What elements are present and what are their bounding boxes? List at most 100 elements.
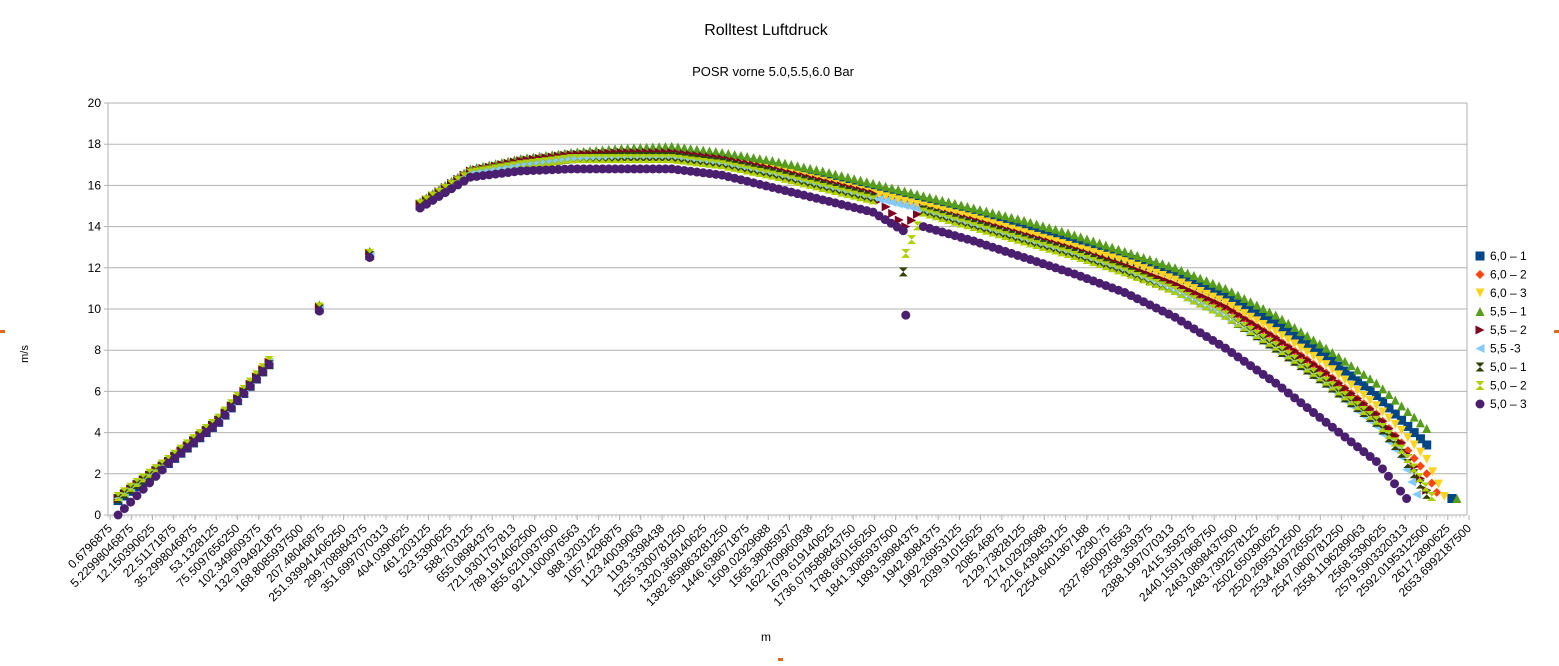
data-point <box>1308 351 1318 361</box>
data-point <box>868 195 878 205</box>
data-point <box>830 169 840 179</box>
data-point <box>585 154 595 164</box>
data-point <box>1051 224 1061 234</box>
data-point <box>1321 368 1331 378</box>
legend: 6,0 – 1 6,0 – 2 6,0 – 3 5,5 – 1 5,5 – 2 5,5 -… <box>1475 249 1527 411</box>
data-point <box>1170 285 1180 295</box>
data-point <box>742 152 752 162</box>
data-point <box>547 156 557 166</box>
data-point <box>1258 312 1268 322</box>
data-point <box>1359 447 1369 457</box>
data-point <box>805 179 815 189</box>
legend-marker <box>1475 325 1485 335</box>
legend-item: 5,5 – 1 <box>1475 305 1527 319</box>
resize-handle-bottom[interactable] <box>778 658 783 661</box>
data-point <box>245 381 255 391</box>
data-point <box>1183 292 1193 302</box>
data-point <box>610 154 620 164</box>
data-point <box>1390 419 1400 429</box>
data-point <box>1157 281 1167 291</box>
data-point <box>591 164 601 174</box>
data-point <box>1271 310 1281 320</box>
data-point <box>1227 295 1237 305</box>
data-point <box>1038 221 1048 231</box>
data-point <box>598 154 608 164</box>
data-point <box>755 168 765 178</box>
data-point <box>874 180 884 190</box>
data-point <box>1271 333 1281 343</box>
legend-item: 5,0 – 1 <box>1475 360 1527 374</box>
legend-marker <box>1475 344 1485 353</box>
data-point <box>1170 269 1180 279</box>
data-point <box>730 150 740 159</box>
y-tick-label: 18 <box>88 137 102 151</box>
data-point <box>1120 257 1130 267</box>
data-point <box>635 164 645 174</box>
data-point <box>1220 343 1230 353</box>
data-point <box>642 154 652 164</box>
data-point <box>1409 440 1419 450</box>
data-point <box>1359 369 1369 379</box>
data-point <box>1384 433 1394 443</box>
data-point <box>1271 318 1281 328</box>
data-point <box>1302 355 1312 365</box>
data-point <box>1246 317 1256 327</box>
data-point <box>730 162 740 172</box>
data-point <box>258 367 268 377</box>
data-point <box>901 248 911 258</box>
data-point <box>1327 373 1337 383</box>
data-point <box>1264 323 1274 333</box>
data-point <box>1195 273 1205 283</box>
legend-marker <box>1475 307 1485 316</box>
data-point <box>239 388 249 398</box>
data-point <box>1302 403 1312 413</box>
data-point <box>566 164 576 174</box>
legend-label: 5,5 – 2 <box>1490 323 1527 337</box>
data-point <box>1277 345 1287 355</box>
data-point <box>1377 464 1387 474</box>
data-point <box>251 374 261 384</box>
legend-marker <box>1475 362 1485 372</box>
data-point <box>1252 300 1262 310</box>
data-point <box>1239 322 1249 332</box>
data-point <box>1258 325 1268 335</box>
data-point <box>1277 337 1287 347</box>
data-point <box>824 168 834 178</box>
data-point <box>736 151 746 161</box>
plot-area <box>113 141 1462 520</box>
data-point <box>717 147 727 157</box>
data-point <box>723 148 733 158</box>
data-point <box>1202 301 1212 311</box>
data-point <box>818 182 828 192</box>
data-point <box>1371 391 1381 401</box>
data-point <box>774 172 784 182</box>
data-point <box>1271 378 1281 388</box>
data-point <box>811 181 821 191</box>
resize-handle-right[interactable] <box>1554 330 1559 333</box>
data-point <box>1227 301 1237 311</box>
data-point <box>226 403 236 413</box>
data-point <box>736 164 746 174</box>
data-point <box>1227 287 1237 297</box>
data-point <box>1132 272 1142 282</box>
y-axis: 0 2 4 6 8 10 12 14 16 18 20 <box>88 96 108 522</box>
y-tick-label: 12 <box>88 261 102 275</box>
data-point <box>1264 329 1274 339</box>
data-point <box>1220 298 1230 308</box>
resize-handle-left[interactable] <box>0 330 5 333</box>
data-point <box>1327 348 1337 358</box>
legend-item: 5,5 -3 <box>1475 342 1521 356</box>
data-point <box>145 478 155 488</box>
data-point <box>1006 212 1016 222</box>
data-point <box>1308 335 1318 345</box>
data-point <box>566 154 576 164</box>
data-point <box>1195 298 1205 308</box>
legend-item: 5,0 – 3 <box>1475 397 1527 411</box>
data-point <box>1202 289 1212 299</box>
data-point <box>1239 293 1249 303</box>
data-point <box>717 160 727 170</box>
data-point <box>1252 321 1262 331</box>
data-point <box>1176 265 1186 275</box>
data-point <box>1415 418 1425 428</box>
